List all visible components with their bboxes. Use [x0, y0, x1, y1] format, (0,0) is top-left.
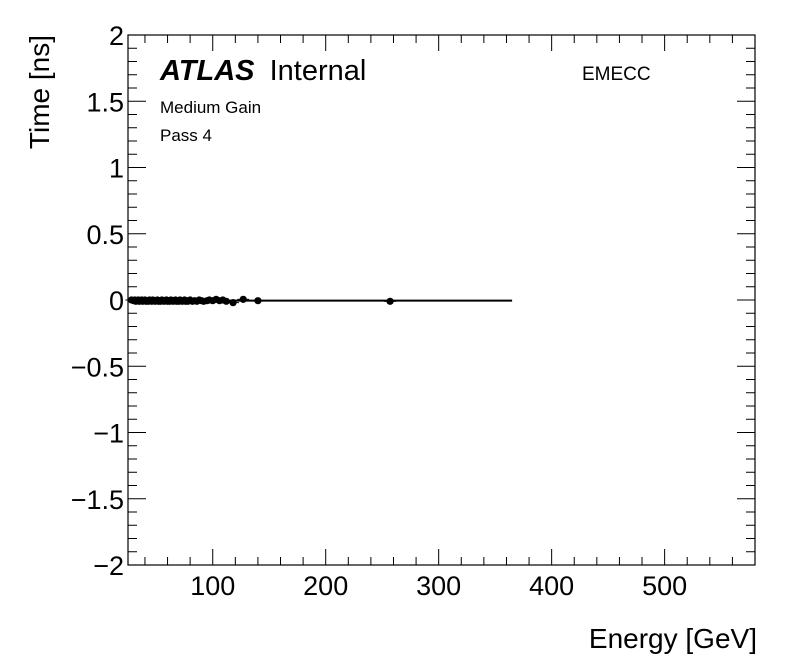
- x-tick-label: 100: [190, 571, 235, 601]
- atlas-status: Internal: [270, 55, 367, 87]
- y-tick-label: −2: [93, 551, 124, 581]
- gain-label: Medium Gain: [160, 98, 261, 117]
- x-tick-label: 400: [529, 571, 574, 601]
- data-point: [222, 297, 230, 305]
- y-tick-label: −0.5: [71, 352, 124, 382]
- y-tick-label: 0.5: [86, 220, 124, 250]
- y-tick-labels: −2 −1.5 −1 −0.5 0 0.5 1 1.5 2: [71, 21, 124, 581]
- y-tick-label: 1: [109, 154, 124, 184]
- y-tick-label: −1.5: [71, 485, 124, 515]
- x-tick-label: 200: [303, 571, 348, 601]
- axis-ticks: [128, 34, 756, 566]
- x-tick-label: 300: [416, 571, 461, 601]
- y-tick-label: −1: [93, 419, 124, 449]
- data-point: [239, 295, 247, 303]
- data-point: [386, 297, 394, 305]
- atlas-experiment: ATLAS: [159, 55, 255, 87]
- data-point: [229, 299, 237, 307]
- pass-label: Pass 4: [160, 126, 212, 145]
- y-axis-label: Time [ns]: [24, 35, 55, 149]
- x-tick-label: 500: [642, 571, 687, 601]
- region-label: EMECC: [582, 64, 651, 85]
- x-tick-labels: 100 200 300 400 500: [190, 571, 687, 601]
- y-tick-label: 0: [109, 286, 124, 316]
- atlas-label: ATLAS Internal: [159, 55, 366, 87]
- y-tick-label: 2: [109, 21, 124, 51]
- x-axis-label: Energy [GeV]: [589, 623, 757, 654]
- data-points: [125, 295, 397, 307]
- y-tick-label: 1.5: [86, 87, 124, 117]
- data-point: [254, 297, 262, 305]
